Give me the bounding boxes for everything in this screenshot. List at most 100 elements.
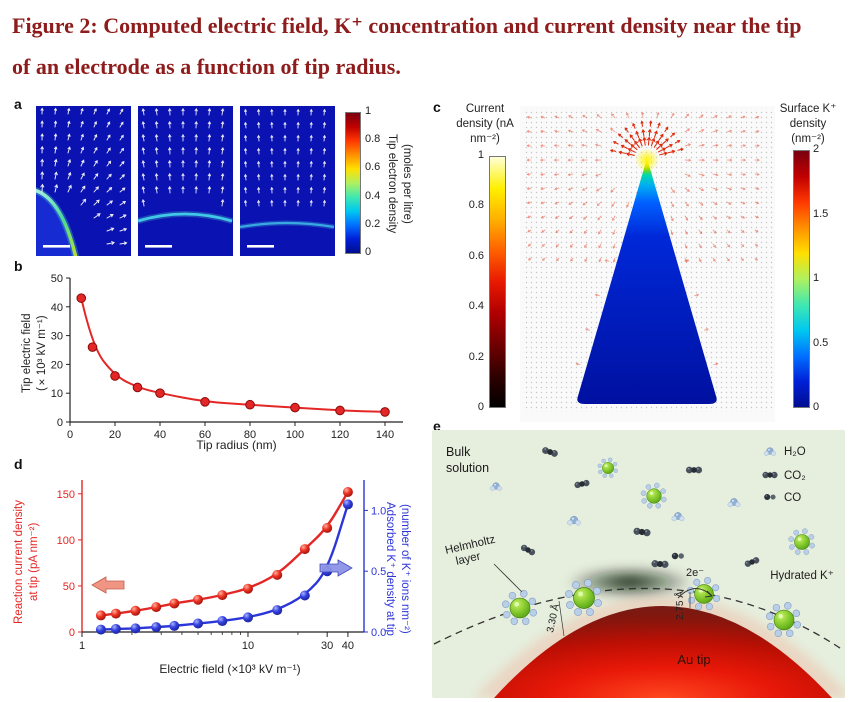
apex-hotspot [635,148,659,172]
b-y-axis-label: Tip electric field (×10³ kV m⁻¹) [21,313,48,393]
svg-text:60: 60 [199,429,211,441]
svg-text:40: 40 [154,429,166,441]
scale-bar [247,245,274,248]
figure-caption: Figure 2: Computed electric field, K⁺ co… [12,13,802,79]
colorbar-tick: 0.2 [468,350,484,363]
panel-b-label: b [14,258,23,274]
colorbar-tick: 1 [813,272,820,284]
d-left-axis-label: Reaction current density at tip (pA nm⁻²… [13,499,40,624]
svg-text:140: 140 [376,429,394,441]
field-heatmap-small-tip [36,106,131,256]
colorbar-tick: 0.8 [365,133,381,146]
svg-text:layer: layer [455,550,482,567]
svg-text:120: 120 [331,429,349,441]
tip-surface-curve [240,221,335,229]
svg-text:150: 150 [57,489,75,501]
field-heatmap-large-tip [240,106,335,256]
svg-text:0: 0 [67,429,73,441]
colorbar-tick: 1.5 [813,207,829,220]
svg-text:50: 50 [63,581,75,593]
distance-330-line [558,600,565,637]
solution-background [138,106,233,256]
co2-legend-icon [762,471,778,479]
svg-text:0: 0 [57,417,63,429]
colorbar-tick: 0.8 [468,199,484,212]
chart-current-and-k-vs-field: 1 10 30 40 0 50 100 150 0.0 0.5 1.0 [57,480,386,652]
co2-molecule [685,466,703,474]
tip-interior [36,190,76,256]
cone-tip-simulation [520,106,775,422]
panel-e-illustration: 3.30 Å 2.75 Å 2e⁻ Au tip Bulk solution H… [432,430,845,698]
co2-legend-label: CO₂ [784,470,806,482]
current-density-colorbar-title: Current density (nA nm⁻²) [456,103,514,145]
colorbar-tick: 2 [813,143,820,155]
electron-transfer-arrowhead [704,590,713,598]
svg-text:0.0: 0.0 [371,627,386,639]
panel-a-heatmaps [36,106,335,256]
colorbar-tick: 0.5 [813,336,829,349]
solution-background [240,106,335,256]
bulk-solution-label-line1: Bulk [446,445,471,459]
colorbar-tick-labels: 1 0.8 0.6 0.4 0.2 0 [365,105,380,258]
svg-text:10: 10 [242,640,254,652]
svg-text:40: 40 [51,302,63,314]
svg-text:40: 40 [342,640,354,652]
tip-surface-curve [36,188,78,256]
panel-c-label: c [433,99,441,115]
colorbar-tick: 0 [365,245,372,258]
svg-text:20: 20 [51,359,63,371]
helmholtz-leader-line [493,563,523,593]
svg-text:100: 100 [57,535,75,547]
bulk-solution-label-line2: solution [446,461,489,475]
svg-text:0: 0 [69,627,75,639]
svg-text:0.5: 0.5 [371,566,386,578]
colorbar-tick: 0.2 [365,217,381,230]
colorbar-tick-labels: 2 1.5 1 0.5 0 [813,143,828,413]
co-legend-label: CO [784,492,801,504]
panel-e-label: e [433,418,441,434]
colorbar-tick-labels: 1 0.8 0.6 0.4 0.2 0 [456,149,484,413]
colorbar-label: Tip electron density (moles per litre) [385,134,413,234]
d-x-axis-label: Electric field (×10³ kV m⁻¹) [159,662,301,676]
panel-d-label: d [14,456,23,472]
h2o-legend-label: H₂O [784,446,806,458]
tip-surface-curve [138,212,233,223]
colorbar-tick: 0.4 [365,189,381,202]
svg-text:20: 20 [109,429,121,441]
svg-text:100: 100 [286,429,304,441]
b-x-axis-label: Tip radius (nm) [196,438,277,452]
distance-275-label: 2.75 Å [673,591,686,620]
svg-text:10: 10 [51,388,63,400]
d-right-axis-label: Adsorbed K⁺ density at tip (number of K⁺… [383,502,411,636]
colorbar-tick: 1 [477,149,484,161]
au-tip-dome [494,606,832,698]
svg-text:30: 30 [51,331,63,343]
scale-bar [145,245,172,248]
field-arrows [526,111,760,366]
field-arrows [244,108,326,207]
hydrated-k-legend-label: Hydrated K⁺ [770,570,834,582]
colorbar-tick: 0.6 [468,249,484,262]
electron-transfer-label: 2e⁻ [686,567,704,579]
field-arrows [141,107,225,207]
svg-text:30: 30 [321,640,333,652]
svg-text:80: 80 [244,429,256,441]
svg-text:50: 50 [51,273,63,285]
colorbar-tick: 0 [813,401,820,413]
scale-bar [43,245,70,248]
panel-a-label: a [14,96,22,112]
svg-text:1: 1 [79,640,85,652]
co2-molecule [651,559,669,569]
colorbar-tick: 0.6 [365,161,381,174]
colorbar-tick: 0.4 [468,300,484,313]
chart-tip-field-vs-radius: 0 20 40 60 80 100 120 140 0 10 20 30 40 50 [51,273,403,441]
colorbar-current-density [489,156,506,408]
au-tip-label: Au tip [677,652,710,667]
colorbar-tick: 1 [365,105,372,117]
cone-electrode [577,158,717,404]
field-arrows [40,107,128,245]
colorbar-surface-k-density [793,150,810,408]
svg-text:1.0: 1.0 [371,505,386,517]
colorbar-tip-electron-density [345,112,361,254]
